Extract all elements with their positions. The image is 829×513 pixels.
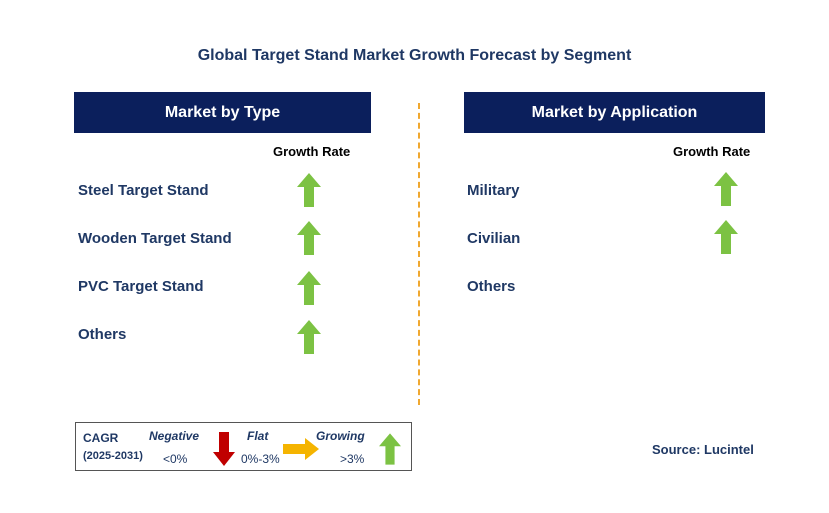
legend-negative-range: <0% [163,452,188,466]
panel-divider [418,103,420,405]
growing-up-arrow-icon [379,433,401,465]
flat-right-arrow-icon [283,438,319,460]
growing-up-arrow-icon [297,271,321,305]
legend-period-label: (2025-2031) [83,450,143,462]
type-growth-rate-label: Growth Rate [273,144,351,159]
type-row-label-others: Others [78,326,127,343]
cagr-legend: CAGR (2025-2031) Negative <0% Flat 0%-3%… [75,422,412,471]
type-row-label-steel: Steel Target Stand [78,182,209,199]
application-row-label-military: Military [467,182,520,199]
legend-growing-label: Growing [316,429,365,443]
growing-up-arrow-icon [297,320,321,354]
page-title: Global Target Stand Market Growth Foreca… [197,47,632,64]
legend-cagr-label: CAGR [83,431,119,445]
application-row-label-civilian: Civilian [467,230,521,247]
legend-flat-label: Flat [247,429,269,443]
growing-up-arrow-icon [297,173,321,207]
application-row-label-others: Others [467,278,516,295]
application-growth-rate-label: Growth Rate [673,144,751,159]
source-note: Source: Lucintel [652,442,754,457]
negative-down-arrow-icon [213,432,235,466]
growing-up-arrow-icon [297,221,321,255]
growing-up-arrow-icon [714,172,738,206]
growing-up-arrow-icon [714,220,738,254]
type-row-label-pvc: PVC Target Stand [78,278,204,295]
type-panel-header: Market by Type [74,92,371,133]
legend-growing-range: >3% [340,452,365,466]
application-panel-header: Market by Application [464,92,765,133]
legend-flat-range: 0%-3% [241,452,280,466]
type-row-label-wooden: Wooden Target Stand [78,230,232,247]
legend-negative-label: Negative [149,429,200,443]
